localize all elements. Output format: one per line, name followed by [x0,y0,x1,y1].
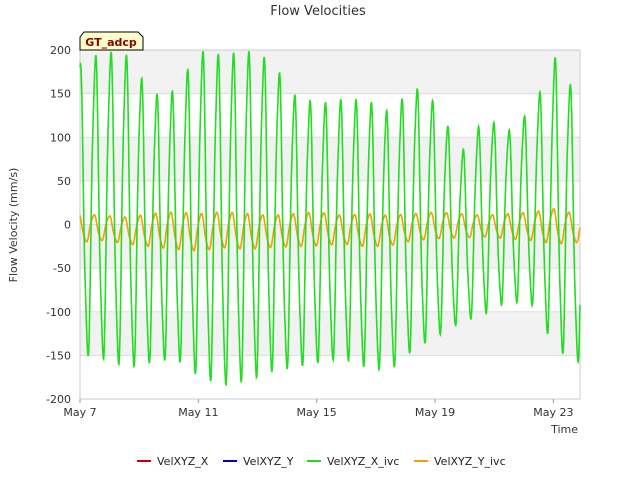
y-tick-label: 100 [50,131,71,144]
x-tick-label: May 23 [533,406,573,419]
x-axis-label: Time [550,423,578,436]
plot-band [80,355,580,399]
x-tick-label: May 7 [63,406,96,419]
legend: VelXYZ_X VelXYZ_Y VelXYZ_X_ivc VelXYZ_Y_ivc [137,455,506,468]
x-axis-ticks: May 7 May 11 May 15 May 19 May 23 [63,399,573,419]
plot-band [80,93,580,138]
series-line-velxyz-x-ivc [79,51,581,387]
y-tick-label: -150 [46,349,71,362]
site-label-box [79,31,144,51]
y-tick-label: 50 [57,175,71,188]
x-tick-label: May 11 [178,406,218,419]
site-label-badge: GT_adcp [79,31,144,51]
y-tick-label: -50 [53,262,71,275]
y-tick-label: -100 [46,306,71,319]
legend-label: VelXYZ_Y [243,455,294,468]
y-tick-label: 150 [50,88,71,101]
y-axis-label: Flow Velocity (mm/s) [7,168,20,283]
x-tick-label: May 19 [415,406,455,419]
y-tick-label: 0 [64,219,71,232]
legend-label: VelXYZ_Y_ivc [434,455,506,468]
site-label-text: GT_adcp [85,36,137,49]
x-tick-label: May 15 [297,406,337,419]
legend-label: VelXYZ_X [157,455,209,468]
legend-label: VelXYZ_X_ivc [327,455,399,468]
chart-title: Flow Velocities [270,4,366,19]
plot-band [80,311,580,356]
y-tick-label: -200 [46,393,71,406]
y-tick-label: 200 [50,44,71,57]
plot-frame [79,49,581,400]
series-lines [79,51,581,387]
plot-band [80,50,580,94]
y-axis-ticks: -200 -150 -100 -50 0 50 100 150 200 [46,44,71,406]
